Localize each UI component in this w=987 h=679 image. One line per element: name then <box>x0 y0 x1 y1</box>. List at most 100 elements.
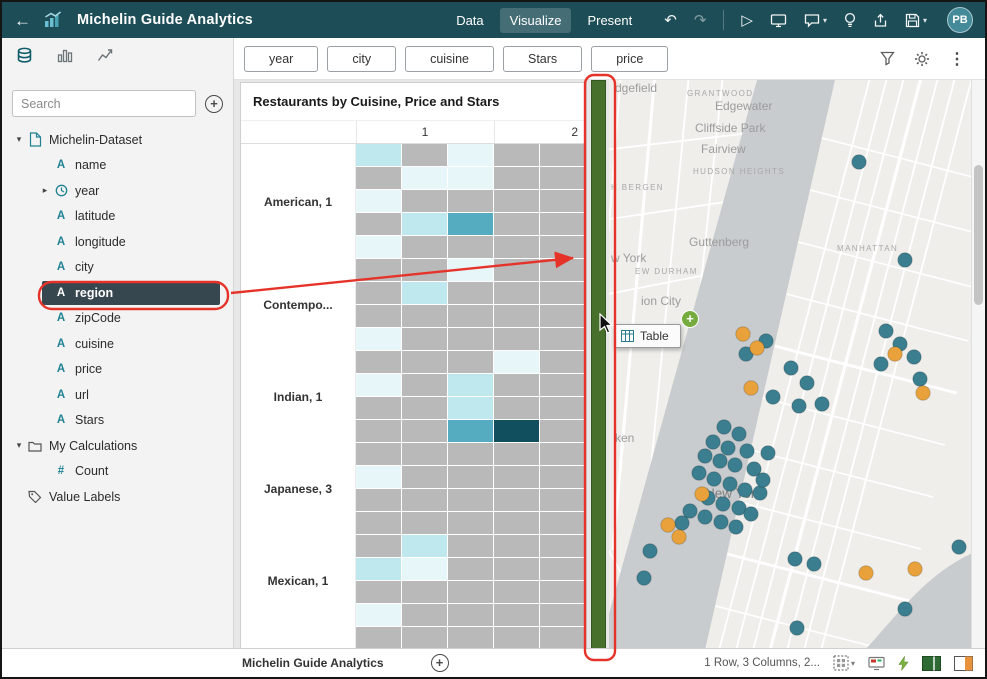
heatmap-cell[interactable] <box>402 236 447 258</box>
map-data-point[interactable] <box>814 396 830 412</box>
heatmap-cell[interactable] <box>448 259 493 281</box>
redo-icon[interactable]: ↷ <box>693 11 707 29</box>
map-data-point[interactable] <box>789 620 805 636</box>
heatmap-cell[interactable] <box>402 144 447 166</box>
heatmap-cell[interactable] <box>402 420 447 442</box>
heatmap-cell[interactable] <box>494 466 539 488</box>
heatmap-cell[interactable] <box>448 535 493 557</box>
tree-item-my-calculations[interactable]: ▾ My Calculations <box>2 433 233 459</box>
filter-pill-price[interactable]: price <box>591 45 669 72</box>
heatmap-cell[interactable] <box>448 397 493 419</box>
heatmap-cell[interactable] <box>494 167 539 189</box>
map-data-point[interactable] <box>755 472 771 488</box>
heatmap-cell[interactable] <box>356 351 401 373</box>
heatmap-cell[interactable] <box>356 259 401 281</box>
map-data-point[interactable] <box>636 570 652 586</box>
heatmap-cell[interactable] <box>540 627 585 648</box>
heatmap-cell[interactable] <box>356 397 401 419</box>
heatmap-cell[interactable] <box>494 374 539 396</box>
filter-pill-cuisine[interactable]: cuisine <box>405 45 494 72</box>
tree-item-count[interactable]: # Count <box>2 459 233 485</box>
heatmap-cell[interactable] <box>540 512 585 534</box>
map-data-point[interactable] <box>731 426 747 442</box>
heatmap-cell[interactable] <box>356 558 401 580</box>
map-data-point[interactable] <box>749 340 765 356</box>
filter-pill-city[interactable]: city <box>327 45 397 72</box>
map-data-point[interactable] <box>760 445 776 461</box>
heatmap-cell[interactable] <box>448 374 493 396</box>
heatmap-cell[interactable] <box>540 466 585 488</box>
map-data-point[interactable] <box>897 601 913 617</box>
heatmap-cell[interactable] <box>402 443 447 465</box>
filter-pill-year[interactable]: year <box>244 45 319 72</box>
heatmap-cell[interactable] <box>402 351 447 373</box>
map-data-point[interactable] <box>728 519 744 535</box>
heatmap-cell[interactable] <box>356 167 401 189</box>
canvas-layout-split-icon[interactable] <box>954 655 973 671</box>
map-data-point[interactable] <box>791 398 807 414</box>
heatmap-cell[interactable] <box>402 305 447 327</box>
heatmap-cell[interactable] <box>494 351 539 373</box>
heatmap-cell[interactable] <box>356 581 401 603</box>
heatmap-cell[interactable] <box>494 489 539 511</box>
filter-pill-stars[interactable]: Stars <box>503 45 583 72</box>
map-data-point[interactable] <box>691 465 707 481</box>
heatmap-cell[interactable] <box>540 581 585 603</box>
map-data-point[interactable] <box>783 360 799 376</box>
map-data-point[interactable] <box>660 517 676 533</box>
heatmap-cell[interactable] <box>356 604 401 626</box>
nav-present[interactable]: Present <box>587 12 633 28</box>
heatmap-cell[interactable] <box>402 282 447 304</box>
heatmap-cell[interactable] <box>494 282 539 304</box>
map-data-point[interactable] <box>858 565 874 581</box>
map-data-point[interactable] <box>765 389 781 405</box>
heatmap-cell[interactable] <box>494 213 539 235</box>
grid-layout-icon[interactable]: ▾ <box>833 655 855 671</box>
heatmap-cell[interactable] <box>448 558 493 580</box>
heatmap-cell[interactable] <box>356 489 401 511</box>
heatmap-cell[interactable] <box>448 604 493 626</box>
heatmap-cell[interactable] <box>402 535 447 557</box>
heatmap-cell[interactable] <box>402 627 447 648</box>
map-viz[interactable]: dgefield GRANTWOOD Edgewater Cliffside Park… <box>609 80 971 648</box>
map-data-point[interactable] <box>727 457 743 473</box>
heatmap-cell[interactable] <box>494 627 539 648</box>
heatmap-cell[interactable] <box>540 213 585 235</box>
heatmap-cell[interactable] <box>540 604 585 626</box>
map-data-point[interactable] <box>694 486 710 502</box>
heatmap-cell[interactable] <box>540 558 585 580</box>
comments-icon[interactable]: ▾ <box>804 13 827 28</box>
heatmap-cell[interactable] <box>540 328 585 350</box>
heatmap-cell[interactable] <box>494 259 539 281</box>
map-data-point[interactable] <box>897 252 913 268</box>
scrollbar-thumb[interactable] <box>974 165 983 305</box>
heatmap-cell[interactable] <box>540 236 585 258</box>
heatmap-cell[interactable] <box>356 213 401 235</box>
map-data-point[interactable] <box>851 154 867 170</box>
map-data-point[interactable] <box>951 539 967 555</box>
canvas-tab[interactable]: Michelin Guide Analytics <box>242 656 384 670</box>
heatmap-cell[interactable] <box>448 144 493 166</box>
heatmap-cell[interactable] <box>402 328 447 350</box>
map-data-point[interactable] <box>697 448 713 464</box>
map-data-point[interactable] <box>642 543 658 559</box>
heatmap-cell[interactable] <box>494 397 539 419</box>
map-data-point[interactable] <box>912 371 928 387</box>
heatmap-cell[interactable] <box>494 305 539 327</box>
map-data-point[interactable] <box>743 380 759 396</box>
heatmap-cell[interactable] <box>494 558 539 580</box>
analytics-tab-icon[interactable] <box>97 47 113 63</box>
nav-data[interactable]: Data <box>456 12 484 28</box>
auto-apply-icon[interactable] <box>898 655 909 671</box>
heatmap-cell[interactable] <box>356 305 401 327</box>
heatmap-cell[interactable] <box>356 466 401 488</box>
tree-item-value-labels[interactable]: Value Labels <box>2 484 233 510</box>
heatmap-cell[interactable] <box>494 144 539 166</box>
heatmap-cell[interactable] <box>540 282 585 304</box>
